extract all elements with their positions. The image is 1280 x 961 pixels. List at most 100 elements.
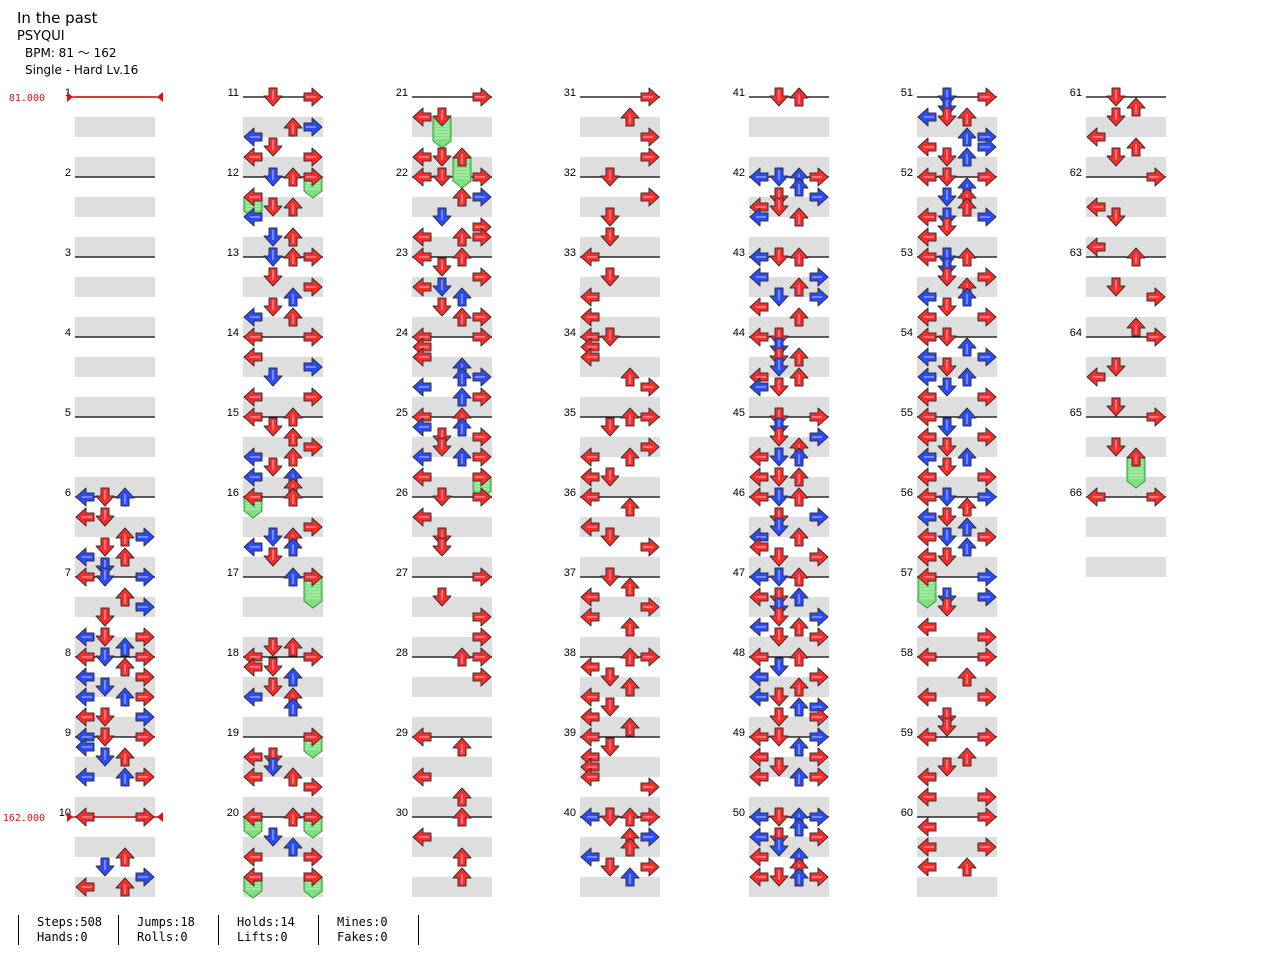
beat-band — [75, 837, 155, 857]
measure-26: 26 — [396, 487, 492, 577]
arrow-down-icon — [769, 837, 789, 857]
beat-band — [749, 597, 829, 617]
arrow-up-icon — [620, 807, 640, 827]
beat-band — [243, 877, 323, 897]
arrow-left-icon — [412, 507, 432, 527]
beat-band — [75, 277, 155, 297]
arrow-right-icon — [135, 627, 155, 647]
arrow-left-icon — [412, 447, 432, 467]
arrow-up-icon — [452, 247, 472, 267]
beat-band — [749, 557, 829, 577]
arrow-right-icon — [303, 867, 323, 899]
arrow-up-icon — [957, 407, 977, 427]
beat-band — [75, 557, 155, 577]
arrow-down-icon — [263, 367, 283, 387]
beat-band — [412, 557, 492, 577]
arrow-up-icon — [789, 87, 809, 107]
arrow-right-icon — [135, 867, 155, 887]
arrow-left-icon — [917, 287, 937, 307]
arrow-left-icon — [749, 827, 769, 847]
beat-band — [412, 397, 492, 417]
arrow-up-icon — [789, 617, 809, 637]
arrow-down-icon — [937, 107, 957, 127]
beat-band — [1086, 397, 1166, 417]
arrow-left-icon — [749, 687, 769, 707]
beat-band — [917, 677, 997, 697]
beat-band — [412, 637, 492, 657]
beat-band — [917, 277, 997, 297]
arrow-left-icon — [1086, 367, 1106, 387]
arrow-left-icon — [75, 667, 95, 687]
arrow-down-icon — [937, 507, 957, 527]
beat-band — [243, 117, 323, 137]
arrow-right-icon — [977, 267, 997, 287]
beat-band — [1086, 237, 1166, 257]
arrow-left-icon — [749, 767, 769, 787]
arrow-up-icon — [115, 847, 135, 867]
arrow-up-icon — [452, 287, 472, 307]
arrow-right-icon — [1146, 287, 1166, 307]
arrow-right-icon — [977, 807, 997, 827]
measure-12: 12 — [227, 167, 323, 257]
measure-number: 64 — [1070, 327, 1082, 339]
beat-band — [580, 197, 660, 217]
arrow-down-icon — [263, 267, 283, 287]
beat-band — [580, 837, 660, 857]
bpm-marker: 81.000 — [9, 92, 163, 104]
arrow-right-icon — [977, 167, 997, 187]
arrow-left-icon — [75, 627, 95, 647]
arrow-right-icon — [977, 207, 997, 227]
arrow-left-icon — [917, 507, 937, 527]
arrow-left-icon — [749, 297, 769, 317]
arrow-up-icon — [283, 427, 303, 447]
measure-number: 36 — [564, 487, 576, 499]
beat-band — [917, 797, 997, 817]
arrow-down-icon — [263, 417, 283, 437]
arrow-up-icon — [957, 127, 977, 147]
measure-59: 59 — [901, 727, 997, 817]
arrow-up-icon — [789, 487, 809, 507]
beat-band — [75, 157, 155, 177]
measure-number: 26 — [396, 487, 408, 499]
measure-number: 54 — [901, 327, 913, 339]
song-artist: PSYQUI — [17, 29, 65, 44]
arrow-up-icon — [789, 527, 809, 547]
arrow-right-icon — [472, 607, 492, 627]
arrow-left-icon — [580, 747, 600, 767]
arrow-left-icon — [917, 837, 937, 857]
arrow-right-icon — [303, 167, 323, 199]
arrow-left-icon — [917, 817, 937, 837]
beat-band — [917, 877, 997, 897]
arrow-down-icon — [263, 637, 283, 657]
arrow-right-icon — [809, 747, 829, 767]
arrow-left-icon — [580, 607, 600, 627]
arrow-down-icon — [263, 547, 283, 567]
beat-band — [412, 877, 492, 897]
arrow-right-icon — [640, 437, 660, 457]
arrow-right-icon — [303, 517, 323, 537]
arrow-up-icon — [789, 447, 809, 467]
arrow-left-icon — [412, 347, 432, 367]
stat-value: Holds:14 — [237, 915, 295, 929]
arrow-up-icon — [283, 537, 303, 557]
arrow-left-icon — [75, 807, 95, 827]
arrow-down-icon — [769, 427, 789, 447]
arrow-right-icon — [472, 647, 492, 667]
arrow-up-icon — [789, 567, 809, 587]
beat-band — [75, 197, 155, 217]
arrow-left-icon — [412, 337, 432, 357]
beat-band — [243, 837, 323, 857]
stat-value: Steps:508 — [37, 915, 103, 929]
beat-band — [412, 317, 492, 337]
measure-number: 58 — [901, 647, 913, 659]
notechart: 1234567891011121314151617181920212223242… — [3, 87, 1166, 899]
measure-number: 2 — [65, 167, 71, 179]
measure-4: 4 — [65, 327, 155, 417]
arrow-right-icon — [809, 867, 829, 887]
arrow-right-icon — [135, 647, 155, 667]
measure-65: 65 — [1070, 407, 1166, 497]
arrow-left-icon — [412, 467, 432, 487]
arrow-left-icon — [412, 247, 432, 267]
beat-band — [243, 197, 323, 217]
beat-band — [749, 757, 829, 777]
